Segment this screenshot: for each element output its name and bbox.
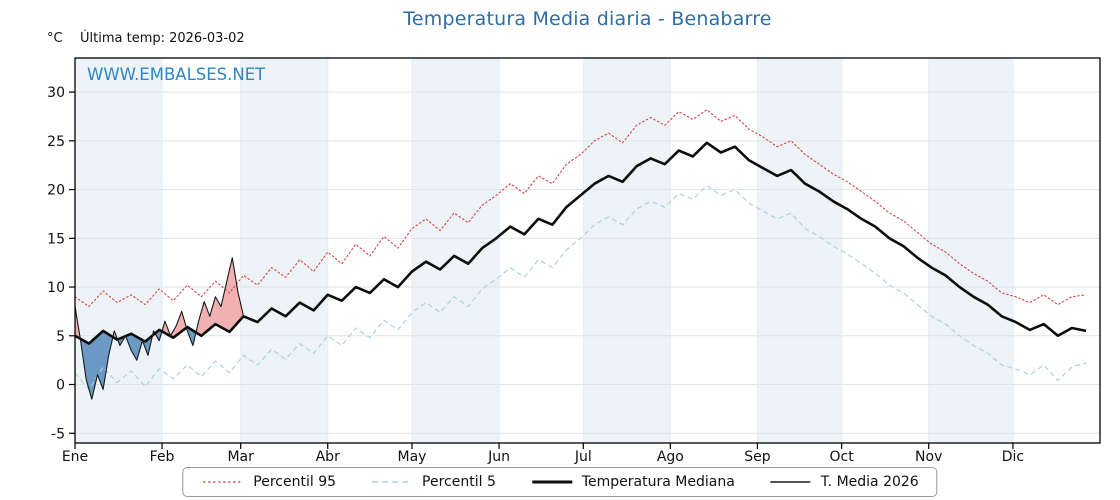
y-unit-label: °C <box>47 31 63 46</box>
legend-line-percentil-95-icon <box>203 481 244 483</box>
svg-text:Sep: Sep <box>744 449 771 465</box>
svg-text:15: 15 <box>47 231 65 247</box>
svg-text:Abr: Abr <box>316 449 340 465</box>
legend-label-percentil-5: Percentil 5 <box>422 474 496 490</box>
chart-title: Temperatura Media diaria - Benabarre <box>403 8 772 30</box>
axes: -5 0 5 10 15 20 25 30 Ene Feb Mar Abr May Jun Jul Ago Se… <box>47 85 1024 465</box>
svg-text:30: 30 <box>47 85 65 101</box>
plot-border <box>74 57 1101 444</box>
svg-text:0: 0 <box>56 378 65 394</box>
svg-text:Oct: Oct <box>830 449 855 465</box>
svg-text:Mar: Mar <box>227 449 254 465</box>
svg-text:Jul: Jul <box>574 449 592 465</box>
svg-text:Feb: Feb <box>150 449 175 465</box>
svg-text:20: 20 <box>47 183 65 199</box>
svg-text:Ene: Ene <box>62 449 88 465</box>
legend-line-media-2026-icon <box>770 481 811 483</box>
watermark: WWW.EMBALSES.NET <box>87 65 266 84</box>
chart-canvas: -5 0 5 10 15 20 25 30 Ene Feb Mar Abr May Jun Jul Ago Se… <box>47 57 1101 465</box>
series-percentil-95 <box>74 109 1087 308</box>
svg-text:May: May <box>398 449 427 465</box>
legend-label-mediana: Temperatura Mediana <box>581 474 735 490</box>
legend-item-media-2026: T. Media 2026 <box>769 474 919 490</box>
series-t-media-2026 <box>74 257 245 400</box>
svg-text:10: 10 <box>47 280 65 296</box>
legend-line-mediana-icon <box>531 480 572 484</box>
svg-text:Ago: Ago <box>657 449 684 465</box>
legend-label-percentil-95: Percentil 95 <box>253 474 337 490</box>
legend-item-percentil-5: Percentil 5 <box>370 474 496 490</box>
series-percentil-5 <box>74 185 1087 390</box>
svg-text:5: 5 <box>56 329 65 345</box>
legend-label-media-2026: T. Media 2026 <box>820 474 919 490</box>
svg-text:Dic: Dic <box>1002 449 1024 465</box>
series-lines <box>74 109 1087 400</box>
legend-item-percentil-95: Percentil 95 <box>201 474 336 490</box>
svg-text:Nov: Nov <box>915 449 942 465</box>
legend-item-mediana: Temperatura Mediana <box>530 474 735 490</box>
month-bands <box>75 58 1013 443</box>
svg-text:-5: -5 <box>51 426 65 442</box>
svg-text:25: 25 <box>47 134 65 150</box>
legend: Percentil 95 Percentil 5 Temperatura Med… <box>182 467 938 497</box>
svg-text:Jun: Jun <box>487 449 510 465</box>
last-temp-annotation: Última temp: 2026-03-02 <box>80 31 245 46</box>
legend-line-percentil-5-icon <box>372 481 413 483</box>
